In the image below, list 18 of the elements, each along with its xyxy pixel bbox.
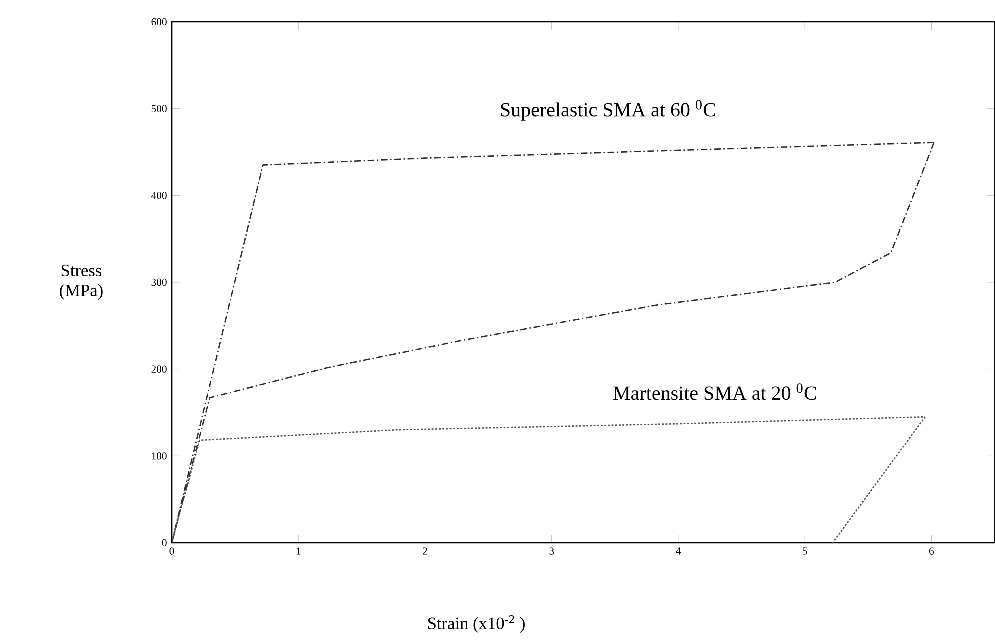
y-tick-label: 100 bbox=[152, 452, 167, 460]
x-tick-label: 1 bbox=[296, 548, 301, 555]
y-tick-label: 0 bbox=[162, 539, 167, 547]
y-tick-label: 600 bbox=[152, 18, 167, 26]
y-axis-title: Stress (MPa) bbox=[60, 264, 103, 300]
x-tick-label: 6 bbox=[929, 548, 934, 555]
y-tick-label: 400 bbox=[152, 192, 167, 200]
y-tick-label: 200 bbox=[152, 366, 167, 373]
x-tick-label: 2 bbox=[423, 548, 428, 555]
x-tick-label: 0 bbox=[170, 548, 174, 555]
y-tick-label: 500 bbox=[152, 105, 167, 112]
x-axis-title: Strain (x10$^{-2}$ ) bbox=[428, 615, 525, 633]
annotation: Martensite SMA at 20 $^{0}$C bbox=[614, 384, 816, 400]
y-tick-label: 300 bbox=[152, 278, 167, 286]
x-tick-label: 5 bbox=[803, 548, 808, 555]
x-tick-label: 4 bbox=[676, 548, 681, 555]
annotation: Superelastic SMA at 60 $^{0}$C bbox=[501, 100, 716, 121]
x-tick-label: 3 bbox=[550, 548, 554, 555]
